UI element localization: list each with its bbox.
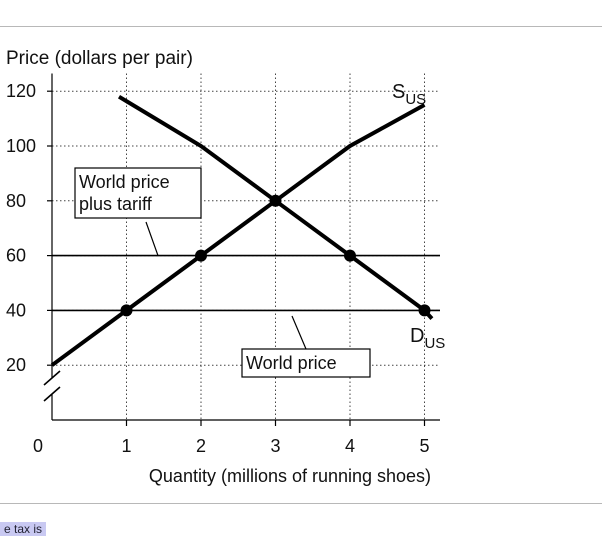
origin-label: 0 <box>33 436 43 456</box>
axis-break-mark-lower <box>43 386 61 402</box>
footer-snippet: e tax is <box>0 522 47 536</box>
world-price-label-leader <box>291 315 307 350</box>
equilibrium-point-4 <box>418 304 431 317</box>
x-tick-label-4: 4 <box>345 436 355 456</box>
equilibrium-point-0 <box>120 304 133 317</box>
axes: Price (dollars per pair) Quantity (milli… <box>6 48 440 486</box>
world-price-label-text-0: World price <box>246 353 337 373</box>
x-tick-label-5: 5 <box>419 436 429 456</box>
x-tick-label-3: 3 <box>270 436 280 456</box>
supply-curve-label: SUS <box>392 81 426 108</box>
equilibrium-point-1 <box>195 249 207 262</box>
world-price-plus-tariff-label-text-1: plus tariff <box>79 194 153 214</box>
y-tick-label-100: 100 <box>6 136 36 156</box>
price-lines <box>52 254 440 312</box>
curve-s <box>50 103 426 367</box>
world-price-plus-tariff-label-leader <box>145 221 159 256</box>
curves <box>50 94 434 367</box>
y-axis-title: Price (dollars per pair) <box>6 48 193 69</box>
x-axis-title: Quantity (millions of running shoes) <box>149 466 431 486</box>
bottom-divider <box>0 503 602 504</box>
y-tick-label-80: 80 <box>6 191 26 211</box>
equilibrium-point-2 <box>269 194 282 207</box>
world-price-label-box <box>241 348 371 378</box>
y-tick-label-40: 40 <box>6 300 26 320</box>
y-tick-label-120: 120 <box>6 81 36 101</box>
demand-curve-label: DUS <box>410 325 445 352</box>
markers <box>120 194 431 317</box>
equilibrium-point-3 <box>344 249 356 262</box>
x-tick-label-1: 1 <box>121 436 131 456</box>
axis-break-mark-upper <box>43 370 61 386</box>
x-tick-label-2: 2 <box>196 436 206 456</box>
world-price-plus-tariff-label-box <box>74 167 202 219</box>
top-divider <box>0 26 602 27</box>
y-tick-label-60: 60 <box>6 246 26 266</box>
y-tick-label-20: 20 <box>6 355 26 375</box>
world-price-plus-tariff-label-text-0: World price <box>79 172 170 192</box>
